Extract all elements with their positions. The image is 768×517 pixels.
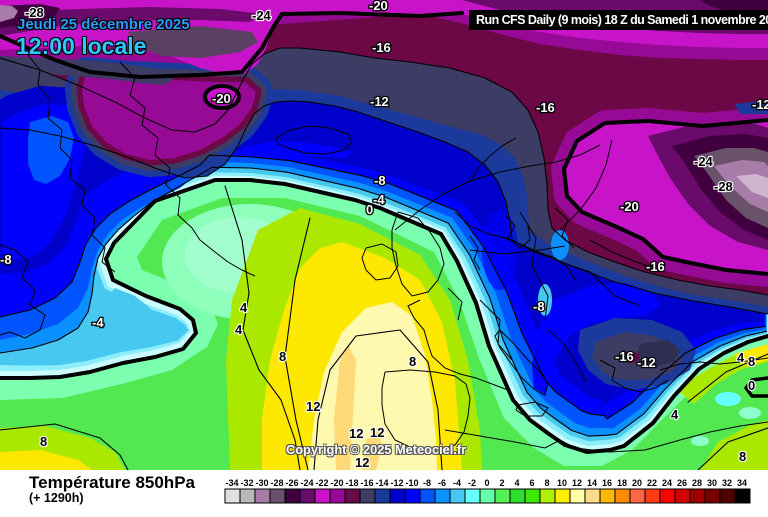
svg-text:-8: -8: [374, 173, 386, 188]
svg-text:-16: -16: [360, 478, 373, 488]
svg-text:8: 8: [748, 354, 755, 369]
svg-text:-34: -34: [225, 478, 238, 488]
svg-text:2: 2: [499, 478, 504, 488]
svg-text:30: 30: [707, 478, 717, 488]
svg-text:32: 32: [722, 478, 732, 488]
svg-text:12: 12: [349, 426, 363, 441]
svg-text:0: 0: [366, 202, 373, 217]
svg-text:-16: -16: [615, 349, 634, 364]
svg-text:18: 18: [617, 478, 627, 488]
svg-text:-16: -16: [646, 259, 665, 274]
svg-text:-12: -12: [390, 478, 403, 488]
svg-text:20: 20: [632, 478, 642, 488]
svg-text:16: 16: [602, 478, 612, 488]
svg-text:-28: -28: [270, 478, 283, 488]
svg-text:28: 28: [692, 478, 702, 488]
svg-text:-18: -18: [345, 478, 358, 488]
svg-text:4: 4: [737, 350, 745, 365]
svg-text:4: 4: [671, 407, 679, 422]
svg-text:14: 14: [587, 478, 597, 488]
svg-text:10: 10: [557, 478, 567, 488]
svg-text:6: 6: [529, 478, 534, 488]
svg-text:-28: -28: [25, 5, 44, 20]
svg-text:-16: -16: [372, 40, 391, 55]
svg-text:4: 4: [514, 478, 519, 488]
svg-text:-8: -8: [533, 299, 545, 314]
svg-text:26: 26: [677, 478, 687, 488]
svg-text:8: 8: [739, 449, 746, 464]
svg-text:8: 8: [409, 354, 416, 369]
svg-text:-16: -16: [536, 100, 555, 115]
svg-text:8: 8: [40, 434, 47, 449]
svg-text:12: 12: [572, 478, 582, 488]
svg-text:-26: -26: [285, 478, 298, 488]
svg-text:-20: -20: [212, 91, 231, 106]
svg-text:-20: -20: [620, 199, 639, 214]
svg-text:4: 4: [235, 322, 243, 337]
svg-text:-22: -22: [315, 478, 328, 488]
svg-text:12: 12: [370, 425, 384, 440]
svg-text:-4: -4: [92, 315, 104, 330]
svg-text:-28: -28: [714, 179, 733, 194]
svg-text:-24: -24: [300, 478, 313, 488]
svg-text:-12: -12: [370, 94, 389, 109]
svg-text:8: 8: [279, 349, 286, 364]
svg-text:-30: -30: [255, 478, 268, 488]
svg-text:22: 22: [647, 478, 657, 488]
svg-text:-6: -6: [438, 478, 446, 488]
svg-text:-8: -8: [423, 478, 431, 488]
svg-text:-12: -12: [752, 97, 768, 112]
svg-text:-4: -4: [453, 478, 461, 488]
svg-text:8: 8: [544, 478, 549, 488]
svg-text:-14: -14: [375, 478, 388, 488]
svg-text:-20: -20: [369, 0, 388, 13]
svg-text:0: 0: [748, 378, 755, 393]
svg-text:12: 12: [355, 455, 369, 470]
svg-text:0: 0: [484, 478, 489, 488]
svg-text:12: 12: [306, 399, 320, 414]
svg-text:-2: -2: [468, 478, 476, 488]
svg-text:-4: -4: [373, 192, 385, 207]
svg-text:-32: -32: [240, 478, 253, 488]
svg-text:4: 4: [240, 300, 248, 315]
svg-text:-8: -8: [0, 252, 12, 267]
svg-text:-24: -24: [252, 8, 272, 23]
svg-text:24: 24: [662, 478, 672, 488]
svg-text:34: 34: [737, 478, 747, 488]
svg-text:-12: -12: [637, 355, 656, 370]
svg-text:-24: -24: [694, 154, 714, 169]
svg-text:-20: -20: [330, 478, 343, 488]
svg-text:-10: -10: [405, 478, 418, 488]
